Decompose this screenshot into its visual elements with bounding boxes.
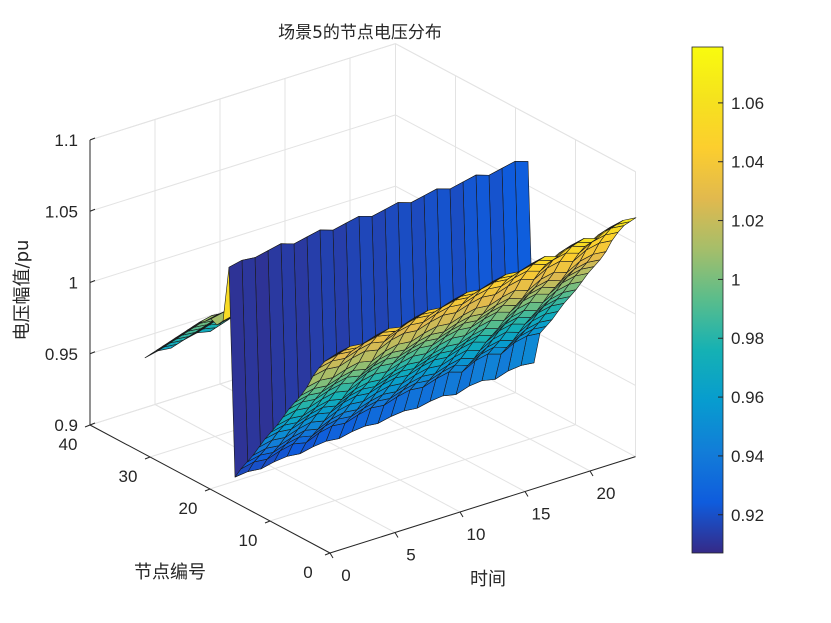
colorbar — [691, 46, 724, 554]
grid-line — [89, 114, 396, 212]
z-tick — [89, 422, 96, 426]
z-tick-label: 1.05 — [45, 202, 78, 221]
x-tick — [329, 552, 334, 559]
y-tick-label: 20 — [179, 499, 198, 518]
z-axis-label: 电压幅值/pu — [12, 240, 33, 341]
colorbar-tick-label: 1.06 — [731, 94, 764, 113]
x-axis-line — [329, 456, 636, 554]
surface — [144, 161, 637, 478]
chart-title: 场景5的节点电压分布 — [278, 23, 442, 43]
z-tick-label: 1 — [69, 274, 78, 293]
colorbar-ticks: 0.92 0.94 0.96 0.98 1 1.02 1.04 1.06 — [718, 94, 764, 525]
grid-line — [269, 424, 576, 522]
axes: 0 5 10 15 20 0 10 20 30 400.9 0.95 1 1.05 1.1 — [45, 131, 636, 585]
x-tick — [459, 511, 464, 518]
x-tick-label: 5 — [406, 546, 415, 565]
z-tick-label: 0.95 — [45, 345, 78, 364]
grid-line — [89, 185, 396, 283]
y-tick — [264, 520, 271, 524]
x-tick-label: 20 — [597, 484, 616, 503]
y-tick — [84, 424, 91, 428]
x-tick-label: 0 — [341, 566, 350, 585]
z-tick-label: 1.1 — [54, 131, 78, 150]
z-tick — [89, 208, 96, 212]
y-tick-label: 0 — [303, 563, 312, 582]
box-edge — [395, 43, 636, 173]
grid-line — [209, 392, 516, 490]
colorbar-tick-label: 1 — [731, 270, 740, 289]
y-tick — [324, 552, 331, 556]
colorbar-tick-label: 0.92 — [731, 506, 764, 525]
y-tick-label: 30 — [119, 467, 138, 486]
colorbar-tick-label: 0.98 — [731, 329, 764, 348]
box-edge — [89, 43, 396, 141]
x-tick — [524, 491, 529, 497]
x-axis-label: 时间 — [470, 569, 506, 590]
y-tick — [204, 488, 211, 492]
colorbar-tick-label: 0.96 — [731, 388, 764, 407]
y-tick — [144, 456, 151, 460]
y-tick-label: 40 — [59, 435, 78, 454]
x-tick — [394, 532, 399, 538]
z-tick — [89, 137, 96, 141]
surface-patch — [330, 346, 351, 358]
y-tick-label: 10 — [239, 531, 258, 550]
colorbar-tick-label: 1.04 — [731, 153, 764, 172]
z-tick-label: 0.9 — [54, 416, 78, 435]
z-tick — [89, 351, 96, 355]
x-tick-label: 10 — [467, 525, 486, 544]
x-tick-label: 15 — [532, 505, 551, 524]
y-axis-label: 节点编号 — [134, 562, 206, 583]
colorbar-tick-label: 1.02 — [731, 212, 764, 231]
x-tick — [589, 470, 594, 477]
colorbar-tick-label: 0.94 — [731, 447, 764, 466]
z-tick — [89, 280, 96, 283]
